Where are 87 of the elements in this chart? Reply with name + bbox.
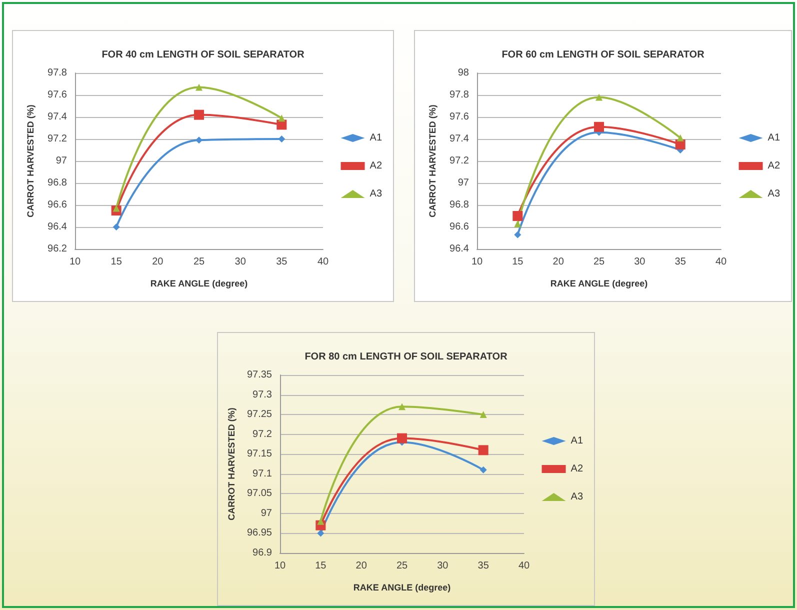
x-tick-label: 40 <box>518 560 530 572</box>
x-tick-label: 10 <box>471 256 483 268</box>
y-tick-label: 97.6 <box>450 112 470 122</box>
chart-title: FOR 80 cm LENGTH OF SOIL SEPARATOR <box>304 352 508 362</box>
legend-label: A2 <box>570 464 584 474</box>
y-tick-label: 96.8 <box>48 178 68 188</box>
x-tick-label: 40 <box>317 256 329 268</box>
y-tick-label: 96.8 <box>450 200 470 210</box>
point <box>398 403 406 410</box>
x-tick-label: 15 <box>512 256 524 268</box>
y-tick-label: 97.2 <box>450 156 470 166</box>
y-tick-label: 97.3 <box>252 389 272 400</box>
point <box>676 134 684 142</box>
y-axis-title: CARROT HARVESTED (%) <box>428 104 438 218</box>
legend-label: A2 <box>370 160 382 172</box>
x-tick-label: 10 <box>274 560 286 572</box>
x-tick-label: 30 <box>437 560 449 572</box>
legend-label: A2 <box>768 160 780 172</box>
y-tick-label: 97.6 <box>48 90 68 100</box>
x-tick-label: 30 <box>634 256 646 268</box>
legend-label: A1 <box>370 132 382 144</box>
point <box>278 114 286 122</box>
y-tick-label: 96.6 <box>48 200 68 210</box>
point <box>317 518 324 525</box>
x-tick-label: 35 <box>478 560 490 572</box>
y-tick-label: 97 <box>260 508 272 519</box>
y-tick-label: 96.6 <box>450 222 470 232</box>
y-tick-label: 97.4 <box>450 134 470 144</box>
y-tick-label: 97.4 <box>48 112 68 122</box>
legend-label: A3 <box>768 188 780 200</box>
point <box>112 224 120 230</box>
x-tick-label: 15 <box>110 256 122 268</box>
legend-label: A1 <box>768 132 780 144</box>
point <box>278 136 286 142</box>
point <box>397 433 407 444</box>
point <box>196 84 202 91</box>
x-tick-label: 15 <box>315 560 327 572</box>
x-tick-label: 35 <box>674 256 686 268</box>
chart-title: FOR 60 cm LENGTH OF SOIL SEPARATOR <box>502 50 706 60</box>
point <box>317 530 324 537</box>
y-tick-label: 96.9 <box>252 548 272 558</box>
x-tick-label: 20 <box>552 256 564 268</box>
point <box>478 445 488 456</box>
x-tick-label: 10 <box>69 256 81 268</box>
x-axis-title: RAKE ANGLE (degree) <box>353 582 451 592</box>
y-tick-label: 97.15 <box>246 448 272 460</box>
x-tick-label: 25 <box>593 256 605 268</box>
y-tick-label: 96.4 <box>450 244 470 254</box>
y-axis-title: CARROT HARVESTED (%) <box>226 408 237 520</box>
y-tick-label: 97.35 <box>246 370 272 380</box>
point <box>480 466 487 474</box>
y-tick-label: 97 <box>56 156 68 166</box>
y-tick-label: 97.2 <box>252 428 272 440</box>
x-tick-label: 20 <box>152 256 164 268</box>
y-tick-label: 96.95 <box>246 528 272 539</box>
x-tick-label: 35 <box>276 256 288 268</box>
legend-label: A3 <box>370 188 382 200</box>
point <box>594 122 604 132</box>
legend-label: A1 <box>570 436 584 446</box>
y-tick-label: 97 <box>458 178 470 188</box>
y-tick-label: 96.2 <box>48 244 68 254</box>
point <box>596 94 602 101</box>
y-tick-label: 98 <box>458 68 470 78</box>
y-tick-label: 97.8 <box>48 68 68 78</box>
y-tick-label: 97.2 <box>48 134 68 144</box>
x-tick-label: 40 <box>715 256 727 268</box>
x-tick-label: 30 <box>234 256 246 268</box>
x-tick-label: 25 <box>396 560 408 572</box>
x-tick-label: 20 <box>356 560 368 572</box>
x-axis-title: RAKE ANGLE (degree) <box>550 278 648 288</box>
point <box>514 220 522 228</box>
point <box>194 110 204 120</box>
point <box>480 411 487 418</box>
legend-label: A3 <box>570 492 584 502</box>
chart-title: FOR 40 cm LENGTH OF SOIL SEPARATOR <box>102 50 306 60</box>
point <box>514 231 522 238</box>
point <box>196 136 202 144</box>
y-tick-label: 96.4 <box>48 222 68 232</box>
point <box>112 204 120 212</box>
y-tick-label: 97.25 <box>246 409 272 420</box>
y-tick-label: 97.1 <box>252 468 272 480</box>
y-tick-label: 97.05 <box>246 488 272 500</box>
point <box>512 211 523 221</box>
x-axis-title: RAKE ANGLE (degree) <box>150 278 248 288</box>
x-tick-label: 25 <box>193 256 205 268</box>
y-axis-title: CARROT HARVESTED (%) <box>26 104 36 218</box>
y-tick-label: 97.8 <box>450 90 470 100</box>
